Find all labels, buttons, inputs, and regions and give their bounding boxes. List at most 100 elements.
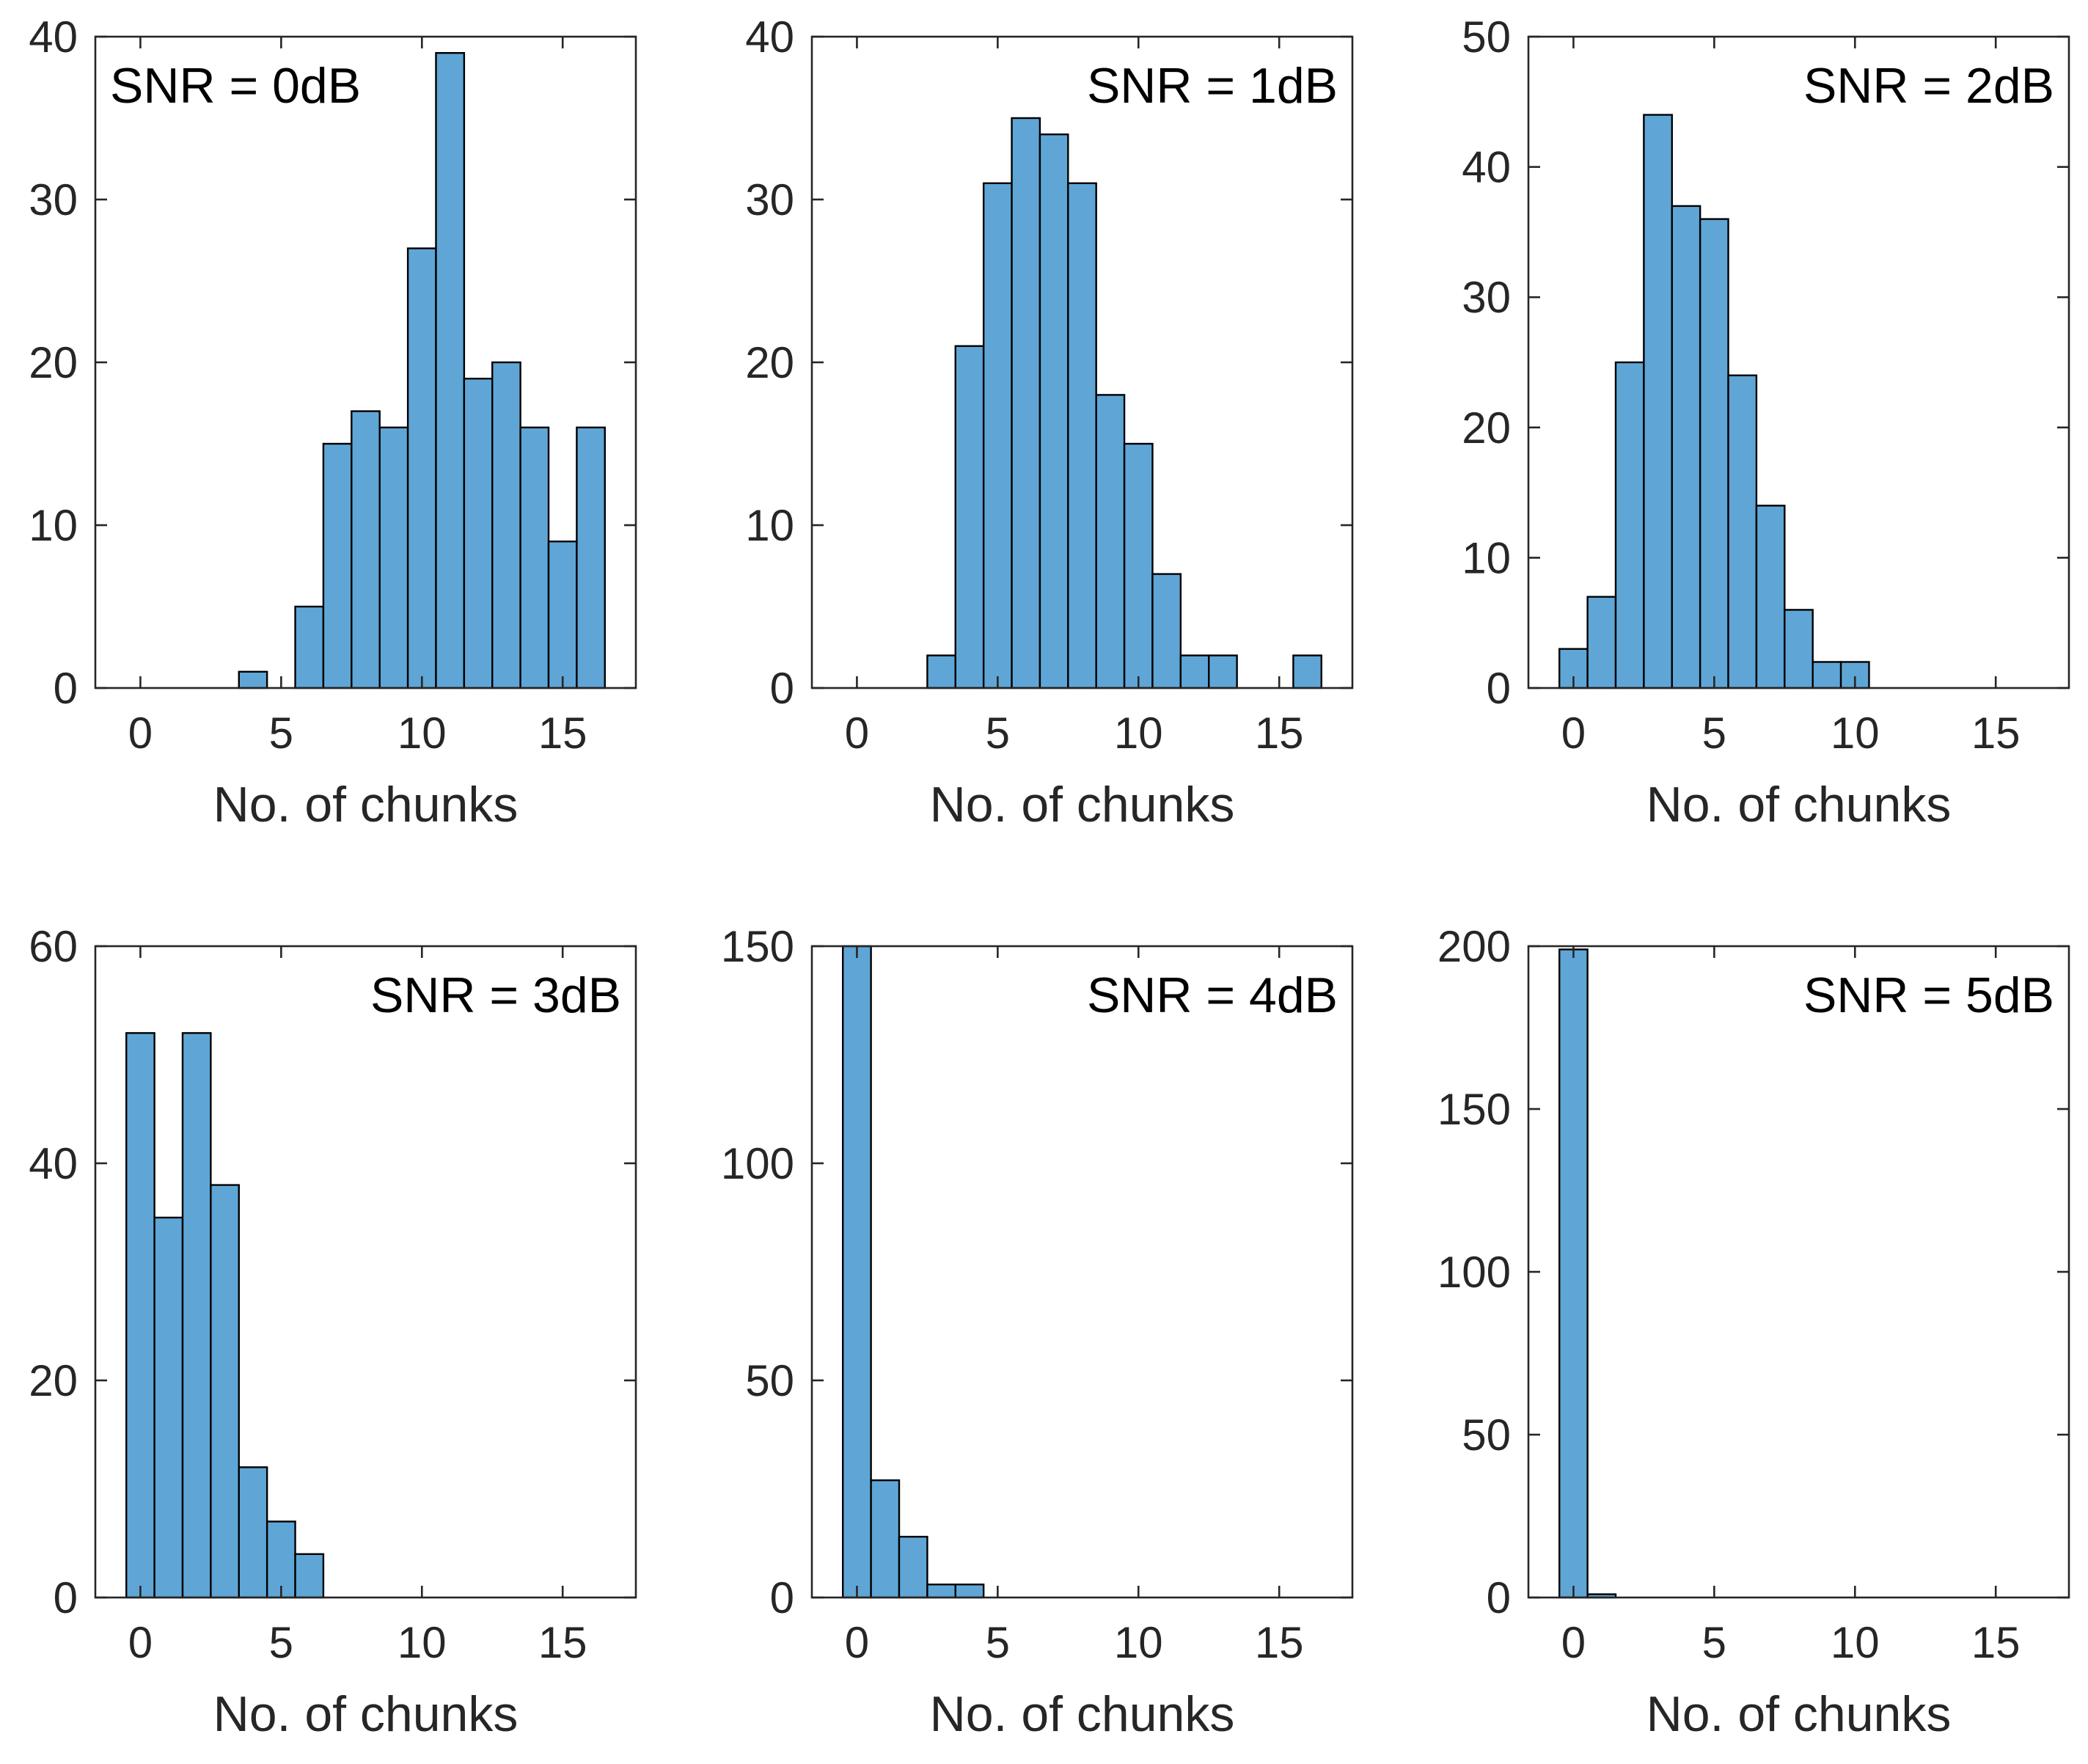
y-tick-label: 40 — [29, 12, 78, 62]
x-tick-label: 15 — [1971, 1618, 2021, 1667]
histogram-bar — [1011, 117, 1041, 689]
y-tick-label: 30 — [29, 175, 78, 224]
snr-annotation: SNR = 4dB — [1087, 967, 1338, 1023]
y-tick-label: 40 — [29, 1139, 78, 1188]
y-tick-label: 200 — [1437, 922, 1511, 971]
y-tick-label: 150 — [1437, 1085, 1511, 1134]
x-tick-label: 5 — [986, 1618, 1010, 1667]
histogram-bar — [181, 1032, 212, 1599]
plot-frame — [810, 945, 1354, 1599]
histogram-bar — [378, 426, 409, 689]
histogram-bar — [238, 670, 268, 689]
x-tick-label: 15 — [1255, 709, 1304, 758]
snr-annotation: SNR = 1dB — [1087, 58, 1338, 114]
histogram-bar — [1784, 609, 1814, 689]
histogram-bar — [1179, 654, 1210, 689]
x-tick-label: 10 — [398, 1618, 447, 1667]
x-tick-label: 10 — [398, 709, 447, 758]
histogram-bar — [491, 361, 521, 689]
histogram-bar — [1614, 361, 1645, 689]
snr-annotation: SNR = 0dB — [110, 58, 361, 114]
y-tick-label: 0 — [770, 1573, 794, 1622]
histogram-bar — [982, 182, 1013, 689]
histogram-bar — [322, 442, 353, 689]
y-tick-label: 40 — [745, 12, 794, 62]
histogram-bar — [1671, 205, 1701, 689]
histogram-bar — [435, 51, 466, 689]
y-tick-label: 10 — [1462, 533, 1511, 582]
x-tick-label: 0 — [1561, 709, 1586, 758]
histogram-bar — [1558, 948, 1589, 1599]
histogram-bar — [1095, 394, 1126, 689]
histogram-panel-3: 0 5 10 15 0 10 20 30 40 50 No. of chunks SNR = 2dB — [1462, 12, 2070, 832]
x-tick-label: 0 — [845, 709, 869, 758]
histogram-bar — [1699, 218, 1729, 689]
y-tick-label: 0 — [54, 664, 78, 713]
y-tick-label: 10 — [745, 501, 794, 550]
histogram-bar — [1643, 114, 1673, 689]
histogram-bar — [954, 1584, 985, 1599]
x-tick-label: 5 — [269, 709, 293, 758]
histogram-bar — [519, 426, 550, 689]
y-tick-label: 0 — [1487, 1573, 1511, 1622]
histogram-bar — [1123, 442, 1154, 689]
x-axis-title: No. of chunks — [213, 1686, 519, 1742]
histogram-bar — [406, 247, 437, 689]
histogram-bar — [153, 1216, 184, 1599]
histogram-bar — [926, 1584, 956, 1599]
histogram-panel-4: 0 5 10 15 0 20 40 60 No. of chunks SNR = 3dB — [29, 922, 637, 1742]
histogram-bar — [576, 426, 606, 689]
y-tick-label: 20 — [29, 1356, 78, 1405]
histogram-bar — [1727, 374, 1758, 689]
y-tick-label: 30 — [745, 175, 794, 224]
y-tick-label: 20 — [745, 338, 794, 387]
histogram-bar — [210, 1184, 240, 1599]
x-tick-label: 15 — [1971, 709, 2021, 758]
histogram-bar — [898, 1535, 928, 1599]
histogram-bar — [265, 1520, 296, 1599]
histogram-bar — [294, 1553, 325, 1599]
x-tick-label: 0 — [845, 1618, 869, 1667]
histogram-bar — [351, 410, 381, 689]
histogram-bar — [1208, 654, 1238, 689]
y-tick-label: 0 — [1487, 664, 1511, 713]
x-tick-label: 10 — [1831, 709, 1880, 758]
histogram-panel-2: 0 5 10 15 0 10 20 30 40 No. of chunks SNR = 1dB — [745, 12, 1354, 832]
histogram-bar — [294, 605, 325, 689]
histogram-bar — [1038, 133, 1069, 689]
histogram-bar — [463, 378, 494, 689]
y-tick-label: 150 — [721, 922, 794, 971]
x-axis-title: No. of chunks — [1646, 777, 1952, 832]
x-tick-label: 0 — [128, 709, 153, 758]
y-tick-label: 30 — [1462, 273, 1511, 322]
y-tick-label: 50 — [1462, 1410, 1511, 1460]
snr-annotation: SNR = 2dB — [1803, 58, 2054, 114]
y-tick-label: 40 — [1462, 143, 1511, 192]
histogram-bar — [1292, 654, 1322, 689]
x-tick-label: 10 — [1114, 1618, 1163, 1667]
y-tick-label: 50 — [1462, 12, 1511, 62]
x-tick-label: 15 — [538, 1618, 587, 1667]
histogram-bar — [870, 1479, 901, 1599]
y-tick-label: 0 — [770, 664, 794, 713]
histogram-bar — [125, 1032, 155, 1599]
x-tick-label: 5 — [1702, 1618, 1726, 1667]
histogram-bar — [1586, 596, 1617, 689]
snr-annotation: SNR = 5dB — [1803, 967, 2054, 1023]
x-axis-title: No. of chunks — [930, 1686, 1235, 1742]
x-tick-label: 5 — [986, 709, 1010, 758]
x-tick-label: 5 — [1702, 709, 1726, 758]
y-tick-label: 20 — [1462, 403, 1511, 453]
histogram-bar — [1067, 182, 1097, 689]
y-tick-label: 10 — [29, 501, 78, 550]
x-tick-label: 5 — [269, 1618, 293, 1667]
y-tick-label: 0 — [54, 1573, 78, 1622]
x-tick-label: 10 — [1831, 1618, 1880, 1667]
plot-frame — [94, 945, 637, 1599]
histogram-panel-1: 0 5 10 15 0 10 20 30 40 No. of chunks SNR = 0dB — [29, 12, 637, 832]
histogram-bar — [547, 541, 578, 689]
histogram-bar — [1151, 573, 1182, 689]
